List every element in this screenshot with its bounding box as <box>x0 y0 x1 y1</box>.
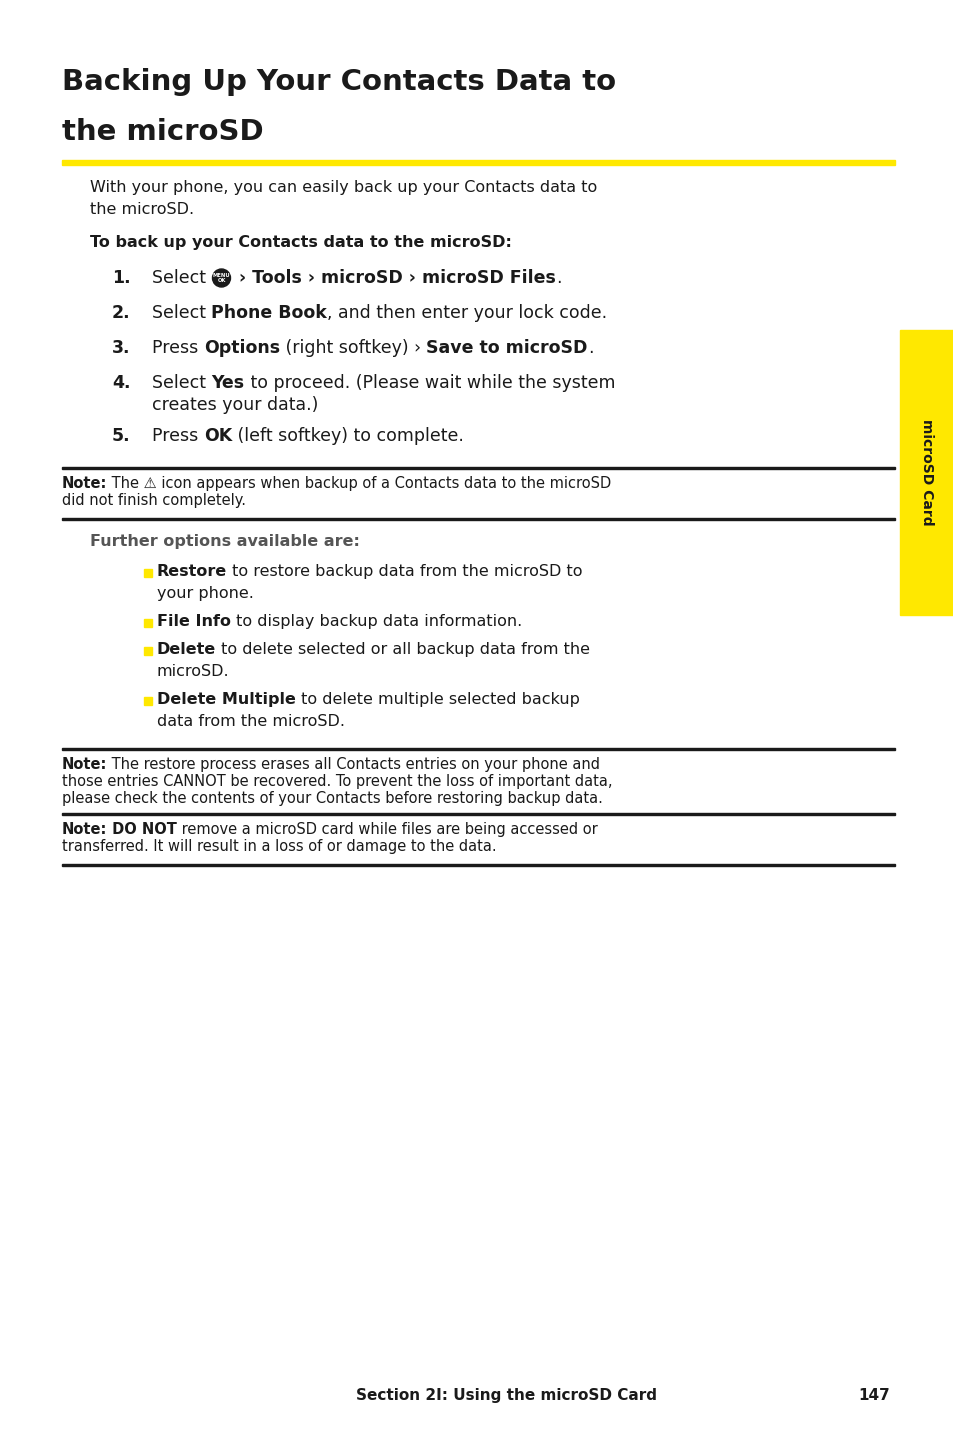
Bar <box>899 331 953 615</box>
Text: 2.: 2. <box>112 303 131 322</box>
Text: microSD.: microSD. <box>157 664 230 678</box>
Text: File Info: File Info <box>157 614 231 630</box>
Text: Select: Select <box>152 269 212 288</box>
Text: The ⚠ icon appears when backup of a Contacts data to the microSD: The ⚠ icon appears when backup of a Cont… <box>108 477 611 491</box>
Text: those entries CANNOT be recovered. To prevent the loss of important data,: those entries CANNOT be recovered. To pr… <box>62 774 612 788</box>
Text: Section 2I: Using the microSD Card: Section 2I: Using the microSD Card <box>356 1388 657 1402</box>
Text: your phone.: your phone. <box>157 587 253 601</box>
Text: transferred. It will result in a loss of or damage to the data.: transferred. It will result in a loss of… <box>62 839 497 854</box>
Bar <box>62 748 894 750</box>
Text: (right softkey) ›: (right softkey) › <box>279 339 426 356</box>
Text: With your phone, you can easily back up your Contacts data to
the microSD.: With your phone, you can easily back up … <box>90 180 597 216</box>
Text: to display backup data information.: to display backup data information. <box>231 614 521 630</box>
Text: to delete selected or all backup data from the: to delete selected or all backup data fr… <box>216 643 590 657</box>
Text: The restore process erases all Contacts entries on your phone and: The restore process erases all Contacts … <box>108 757 599 771</box>
Text: 4.: 4. <box>112 373 131 392</box>
Text: 1.: 1. <box>112 269 131 288</box>
Bar <box>62 813 894 816</box>
Bar <box>144 647 152 655</box>
Text: creates your data.): creates your data.) <box>152 396 318 414</box>
Bar <box>62 467 894 469</box>
Text: 5.: 5. <box>112 426 131 445</box>
Text: (left softkey) to complete.: (left softkey) to complete. <box>232 426 463 445</box>
Text: please check the contents of your Contacts before restoring backup data.: please check the contents of your Contac… <box>62 791 602 806</box>
Text: did not finish completely.: did not finish completely. <box>62 494 246 508</box>
Text: Select: Select <box>152 303 212 322</box>
Text: Further options available are:: Further options available are: <box>90 534 359 550</box>
Text: DO NOT: DO NOT <box>108 821 177 837</box>
Text: Delete Multiple: Delete Multiple <box>157 693 295 707</box>
Text: Note:: Note: <box>62 757 108 771</box>
Text: remove a microSD card while files are being accessed or: remove a microSD card while files are be… <box>177 821 598 837</box>
Text: Press: Press <box>152 339 204 356</box>
Text: Delete: Delete <box>157 643 216 657</box>
Text: .: . <box>587 339 593 356</box>
Text: Select: Select <box>152 373 212 392</box>
Bar <box>144 620 152 627</box>
Bar <box>62 518 894 519</box>
Text: the microSD: the microSD <box>62 117 263 146</box>
Text: › Tools › microSD ›: › Tools › microSD › <box>233 269 422 288</box>
Text: microSD Files: microSD Files <box>422 269 556 288</box>
Text: Save to microSD: Save to microSD <box>426 339 587 356</box>
Text: .: . <box>556 269 561 288</box>
Text: MENU
OK: MENU OK <box>213 273 230 283</box>
Text: Note:: Note: <box>62 821 108 837</box>
Bar <box>144 697 152 705</box>
Text: Yes: Yes <box>212 373 244 392</box>
Circle shape <box>213 269 231 288</box>
Text: Backing Up Your Contacts Data to: Backing Up Your Contacts Data to <box>62 69 616 96</box>
Text: data from the microSD.: data from the microSD. <box>157 714 345 728</box>
Text: Note:: Note: <box>62 477 108 491</box>
Text: Press: Press <box>152 426 204 445</box>
Text: microSD Card: microSD Card <box>919 419 933 525</box>
Text: 3.: 3. <box>112 339 131 356</box>
Bar <box>144 570 152 577</box>
Bar <box>62 864 894 866</box>
Text: Phone Book: Phone Book <box>212 303 327 322</box>
Text: Options: Options <box>204 339 279 356</box>
Text: 147: 147 <box>858 1388 889 1402</box>
Text: To back up your Contacts data to the microSD:: To back up your Contacts data to the mic… <box>90 235 512 250</box>
Text: , and then enter your lock code.: , and then enter your lock code. <box>327 303 607 322</box>
Text: to delete multiple selected backup: to delete multiple selected backup <box>295 693 579 707</box>
Text: OK: OK <box>204 426 232 445</box>
Text: to proceed. (Please wait while the system: to proceed. (Please wait while the syste… <box>244 373 615 392</box>
Bar <box>62 160 894 165</box>
Text: to restore backup data from the microSD to: to restore backup data from the microSD … <box>227 564 582 580</box>
Text: Restore: Restore <box>157 564 227 580</box>
